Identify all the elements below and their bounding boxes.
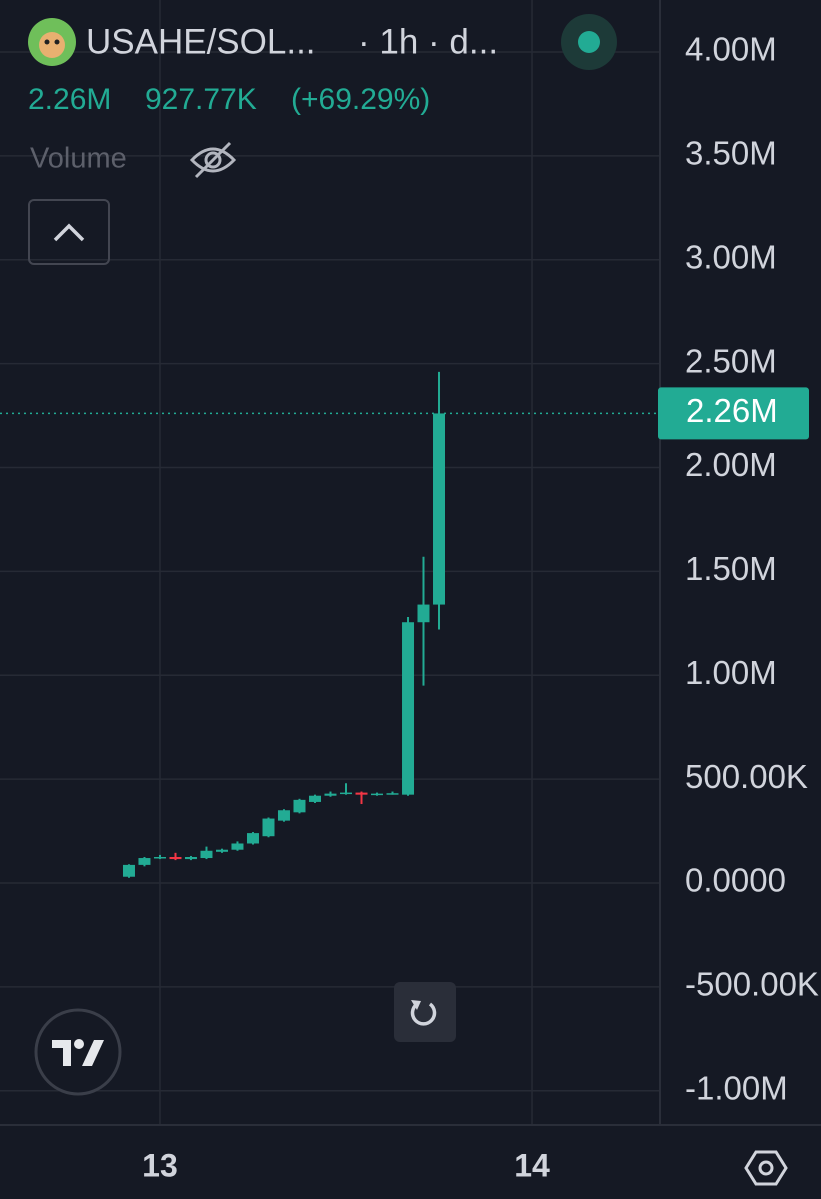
candle-body — [262, 818, 275, 837]
y-tick-label: 1.50M — [685, 550, 777, 587]
y-tick-label: -500.00K — [685, 966, 819, 1003]
hide-icon[interactable] — [189, 141, 237, 179]
y-tick-label: 1.00M — [685, 654, 777, 691]
y-tick-label: 3.50M — [685, 135, 777, 172]
candle-body — [324, 793, 337, 796]
candle-body — [200, 850, 213, 859]
last-price-tag — [658, 387, 809, 440]
candle-body — [309, 795, 322, 802]
candle-body — [417, 604, 430, 623]
plot-layer — [0, 371, 660, 878]
settings-button[interactable] — [744, 1150, 788, 1186]
x-tick-label: 13 — [142, 1147, 178, 1183]
candle-body — [402, 622, 415, 795]
interval[interactable]: · 1h · d... — [358, 22, 498, 61]
status-dot — [578, 31, 600, 53]
y-tick-label: 2.50M — [685, 342, 777, 379]
candle-body — [355, 792, 368, 795]
candle-body — [433, 413, 446, 605]
tradingview-logo[interactable] — [34, 1008, 122, 1096]
candle-body — [138, 858, 151, 865]
candle-body — [153, 856, 166, 859]
y-tick-label: 500.00K — [685, 758, 808, 795]
y-tick-label: -1.00M — [685, 1069, 788, 1106]
y-tick-label: 0.0000 — [685, 862, 786, 899]
y-tick-label: 3.00M — [685, 238, 777, 275]
y-tick-label: 2.00M — [685, 446, 777, 483]
x-tick-label: 14 — [514, 1147, 550, 1183]
y-tick-label: 4.00M — [685, 31, 777, 68]
candle-body — [277, 810, 290, 821]
collapse-button[interactable] — [28, 199, 110, 265]
candle-body — [184, 856, 197, 860]
candle-body — [386, 793, 399, 795]
candle-body — [215, 849, 228, 852]
last-price-label: 2.26M — [686, 392, 778, 429]
candle-body — [339, 792, 352, 795]
indicator-label: Volume — [30, 143, 127, 175]
header-change-percent: (+69.29%) — [291, 83, 430, 116]
header-change: 927.77K — [145, 83, 257, 116]
reset-button[interactable] — [394, 982, 456, 1042]
candle-body — [293, 799, 306, 813]
coin-logo — [28, 18, 76, 66]
candle-body — [370, 793, 383, 796]
candle-body — [122, 864, 135, 877]
candle-body — [231, 843, 244, 850]
grid-layer — [0, 0, 660, 1125]
symbol-title[interactable]: USAHE/SOL... — [86, 22, 316, 61]
candle-body — [246, 833, 259, 844]
header-price: 2.26M — [28, 83, 111, 116]
candle-body — [169, 856, 182, 860]
